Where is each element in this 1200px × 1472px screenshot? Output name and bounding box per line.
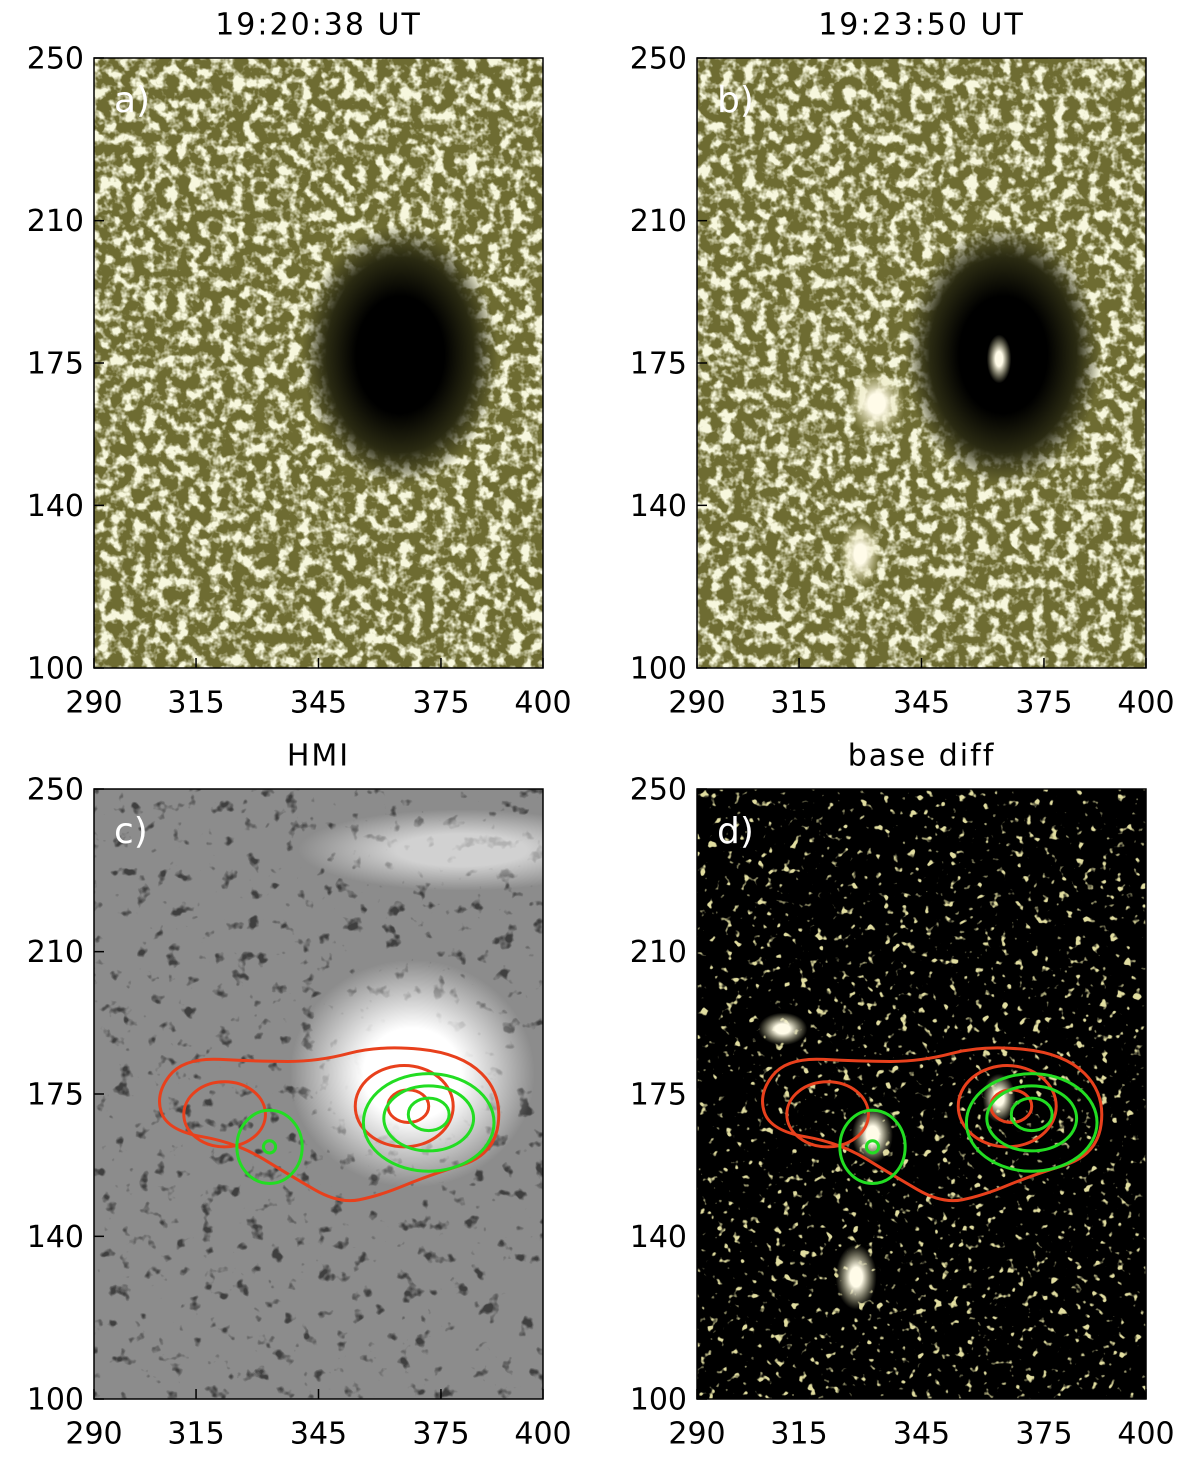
y-tick-label: 250 [27,42,84,77]
panel-label: c) [114,811,148,852]
x-tick-label: 400 [514,686,571,721]
panel-label: d) [717,811,754,852]
x-tick-label: 345 [290,1417,347,1452]
green-contour [964,1072,1099,1173]
green-contour [235,1108,304,1185]
y-tick-label: 100 [630,652,687,687]
panel-title: 19:23:50 UT [818,8,1025,43]
brightening [835,1244,877,1310]
x-tick-label: 345 [893,686,950,721]
y-tick-label: 140 [630,1220,687,1255]
y-tick-label: 250 [630,42,687,77]
y-tick-label: 100 [27,1383,84,1418]
y-tick-label: 140 [27,1220,84,1255]
x-tick-label: 375 [1015,1417,1072,1452]
x-tick-label: 375 [1015,686,1072,721]
panel-label: b) [717,80,754,121]
red-contour [182,1080,267,1149]
sunspot [302,224,499,485]
brightening [758,1012,808,1046]
green-contour [382,1084,476,1153]
y-tick-label: 210 [630,204,687,239]
x-tick-label: 315 [167,1417,224,1452]
green-contour [864,1139,881,1155]
y-tick-label: 175 [27,347,84,382]
green-contour [261,1139,278,1155]
x-tick-label: 400 [1117,1417,1174,1452]
y-tick-label: 100 [630,1383,687,1418]
red-contour [158,1046,501,1203]
red-contour [785,1080,870,1149]
image-panel [94,58,543,668]
panel-title: base diff [848,739,996,774]
y-tick-label: 250 [630,773,687,808]
red-contour [761,1046,1104,1203]
y-tick-label: 250 [27,773,84,808]
x-tick-label: 375 [412,686,469,721]
y-tick-label: 210 [630,935,687,970]
green-contour [985,1084,1079,1153]
image-panel [94,789,543,1399]
x-tick-label: 315 [167,686,224,721]
green-contour [1009,1096,1054,1133]
x-tick-label: 290 [668,1417,725,1452]
green-contour [406,1096,451,1133]
brightening [852,1106,893,1164]
y-tick-label: 175 [630,347,687,382]
x-tick-label: 290 [65,686,122,721]
green-contour [838,1108,907,1185]
x-tick-label: 315 [770,686,827,721]
panel-title: 19:20:38 UT [215,8,422,43]
x-tick-label: 315 [770,1417,827,1452]
y-tick-label: 210 [27,204,84,239]
green-contour [361,1072,496,1173]
flare-kernel [839,521,881,587]
y-tick-label: 140 [630,489,687,524]
panel-title: HMI [287,739,350,774]
x-tick-label: 345 [893,1417,950,1452]
diff-noise [697,789,1146,1399]
y-tick-label: 175 [27,1078,84,1113]
flare-kernel [986,334,1012,384]
y-tick-label: 175 [630,1078,687,1113]
x-tick-label: 375 [412,1417,469,1452]
x-tick-label: 400 [514,1417,571,1452]
positive-polarity [298,809,543,891]
panel-label: a) [114,80,150,121]
y-tick-label: 210 [27,935,84,970]
y-tick-label: 140 [27,489,84,524]
flare-kernel [848,371,906,437]
image-panel [697,789,1146,1399]
x-tick-label: 290 [668,686,725,721]
x-tick-label: 400 [1117,686,1174,721]
x-tick-label: 345 [290,686,347,721]
y-tick-label: 100 [27,652,84,687]
x-tick-label: 290 [65,1417,122,1452]
image-panel [697,58,1146,668]
